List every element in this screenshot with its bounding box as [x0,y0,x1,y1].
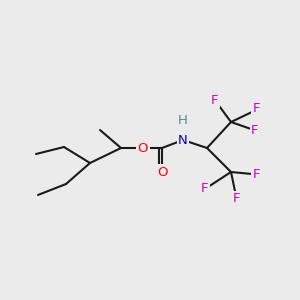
Text: H: H [178,115,188,128]
Text: O: O [157,166,167,178]
Text: O: O [138,142,148,154]
Text: F: F [211,94,219,106]
Text: F: F [252,167,260,181]
Text: F: F [201,182,209,196]
Text: N: N [178,134,188,146]
Text: F: F [251,124,259,136]
Text: F: F [233,193,241,206]
Text: F: F [252,103,260,116]
